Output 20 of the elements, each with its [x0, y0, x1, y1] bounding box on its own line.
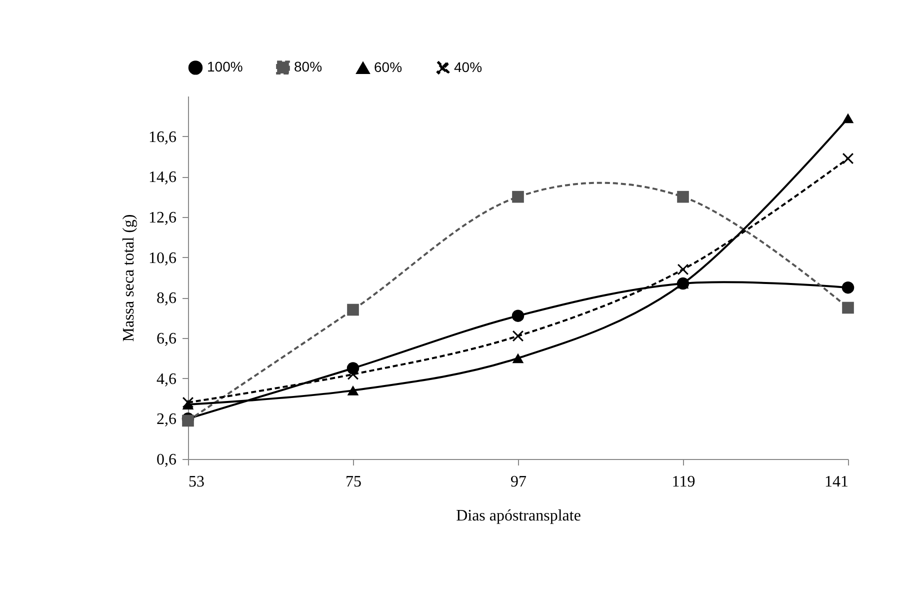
x-tick-label: 75 [346, 474, 362, 490]
x-tick-label: 97 [510, 474, 526, 490]
x-tick-label: 119 [672, 474, 696, 490]
legend-label: 100% [207, 58, 243, 75]
y-tick-label: 2,6 [156, 411, 176, 428]
legend-label: 80% [294, 58, 322, 75]
y-tick-label: 10,6 [148, 250, 176, 267]
legend-label: 60% [374, 59, 402, 76]
x-tick-label: 53 [188, 474, 204, 490]
y-axis-title: Massa seca total (g) [120, 214, 138, 342]
x-tick-label: 141 [824, 474, 848, 490]
legend-label: 40% [454, 58, 482, 75]
y-tick-label: 4,6 [156, 370, 176, 388]
y-tick-label: 12,6 [148, 210, 176, 226]
y-tick-label: 14,6 [148, 169, 176, 186]
y-tick-label: 6,6 [156, 330, 176, 348]
y-tick-label: 8,6 [156, 290, 176, 308]
y-tick-label: 0,6 [156, 452, 176, 468]
x-axis-title: Dias apóstransplate [456, 508, 581, 524]
y-tick-label: 16,6 [148, 128, 176, 146]
